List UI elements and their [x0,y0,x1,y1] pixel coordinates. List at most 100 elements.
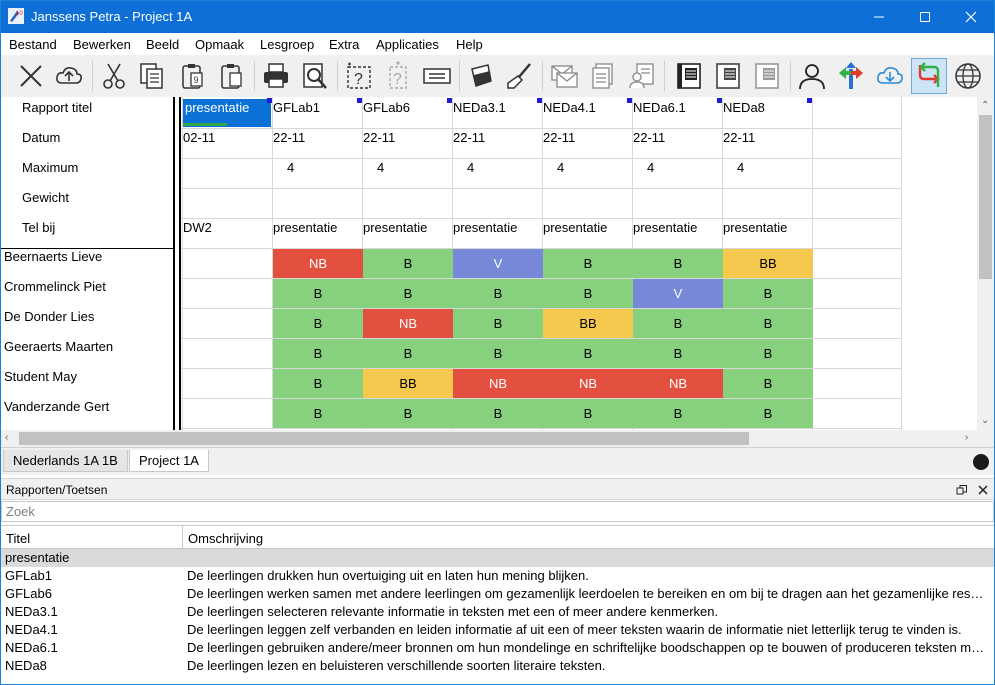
scroll-up-icon[interactable]: ⌃ [981,100,990,111]
upload-button[interactable] [51,58,87,94]
vertical-scrollbar[interactable]: ⌃ ⌄ [977,97,994,430]
cell-date[interactable]: 22-11 [723,130,756,145]
grade-cell[interactable]: B [543,279,633,308]
cell-weight[interactable] [273,189,361,219]
grade-cell[interactable]: NB [363,309,453,338]
scroll-down-icon[interactable]: ⌄ [981,415,990,426]
grade-cell[interactable]: V [453,249,543,278]
grade-cell[interactable]: B [633,399,723,428]
grade-cell[interactable]: B [273,339,363,368]
cell-title[interactable]: GFLab1 [273,100,320,115]
grade-cell[interactable]: B [363,399,453,428]
cell-weight[interactable] [543,189,631,219]
cell-title[interactable]: NEDa4.1 [543,100,596,115]
list-item[interactable]: NEDa8 De leerlingen lezen en beluisteren … [1,657,994,675]
student-name[interactable]: Beernaerts Lieve [4,249,103,264]
student-name[interactable]: De Donder Lies [4,309,95,324]
grade-cell[interactable]: B [723,399,813,428]
cell-title[interactable]: GFLab6 [363,100,410,115]
menu-bewerken[interactable]: Bewerken [73,37,131,52]
grade-cell[interactable]: V [633,279,723,308]
paste-special-button[interactable]: 9 [175,58,211,94]
menu-opmaak[interactable]: Opmaak [195,37,245,52]
restore-panel-icon[interactable] [956,484,968,496]
cell-weight[interactable] [183,189,271,219]
student-name[interactable]: Vanderzande Gert [4,399,110,414]
cell-weight[interactable] [723,189,811,219]
list-item[interactable]: GFLab6 De leerlingen werken samen met and… [1,585,994,603]
grade-cell[interactable]: B [273,369,363,398]
grade-cell[interactable]: B [723,309,813,338]
grade-cell[interactable]: B [723,339,813,368]
cell-date[interactable]: 22-11 [273,130,306,145]
print-preview-button[interactable] [297,58,333,94]
print-button[interactable] [258,58,294,94]
close-document-button[interactable] [13,58,49,94]
list-item[interactable]: presentatie [1,549,994,567]
cell-max[interactable]: 4 [377,160,385,175]
search-input[interactable] [1,501,994,522]
student-name[interactable]: Geeraerts Maarten [4,339,114,354]
list-item[interactable]: GFLab1 De leerlingen drukken hun overtuig… [1,567,994,585]
user-button[interactable] [794,58,830,94]
question-disabled-button[interactable]: ? [380,58,416,94]
grade-cell[interactable]: B [633,309,723,338]
cell-date[interactable]: 22-11 [633,130,666,145]
list-item[interactable]: NEDa3.1 De leerlingen selecteren relevant… [1,603,994,621]
maximize-button[interactable] [902,1,948,33]
grade-cell[interactable]: B [723,369,813,398]
menu-beeld[interactable]: Beeld [146,37,180,52]
grade-cell[interactable]: B [453,309,543,338]
cell-date[interactable]: 22-11 [453,130,486,145]
grade-cell[interactable]: B [363,279,453,308]
close-panel-icon[interactable] [977,484,989,496]
book-medium-button[interactable] [710,58,746,94]
text-field-button[interactable] [419,58,455,94]
list-item[interactable]: NEDa6.1 De leerlingen gebruiken andere/me… [1,639,994,657]
horizontal-scroll-thumb[interactable] [19,432,749,445]
question-button[interactable]: ? [341,58,377,94]
cell-title[interactable]: NEDa6.1 [633,100,686,115]
tab-project-1a[interactable]: Project 1A [129,450,209,472]
grade-cell[interactable]: BB [363,369,453,398]
globe-button[interactable] [950,58,986,94]
minimize-button[interactable] [856,1,902,33]
cell-max[interactable]: 4 [737,160,745,175]
cell-max[interactable]: 4 [287,160,295,175]
grade-cell[interactable]: B [273,279,363,308]
student-name[interactable]: Student May [4,369,77,384]
cell-max[interactable]: 4 [467,160,475,175]
cell-max[interactable]: 4 [557,160,565,175]
grade-cell[interactable]: B [633,249,723,278]
grade-cell[interactable]: NB [453,369,543,398]
cell-title[interactable]: presentatie [183,99,271,127]
fill-button[interactable] [463,58,499,94]
cell-telbij[interactable]: presentatie [633,220,698,235]
scroll-right-icon[interactable]: › [965,432,969,443]
grade-cell[interactable]: NB [273,249,363,278]
menu-applicaties[interactable]: Applicaties [376,37,439,52]
menu-bestand[interactable]: Bestand [9,37,57,52]
column-header-description[interactable]: Omschrijving [188,531,264,546]
directions-button[interactable] [833,58,869,94]
list-item[interactable]: NEDa4.1 De leerlingen leggen zelf verband… [1,621,994,639]
cell-title[interactable]: NEDa3.1 [453,100,506,115]
grade-cell[interactable]: B [273,309,363,338]
horizontal-scrollbar[interactable]: ‹ › [1,430,977,447]
cell-telbij[interactable]: presentatie [273,220,338,235]
book-dark-button[interactable] [671,58,707,94]
cell-max[interactable] [183,159,271,189]
grade-cell[interactable]: B [633,339,723,368]
column-header-title[interactable]: Titel [6,531,31,546]
cell-date[interactable]: 22-11 [363,130,396,145]
grade-cell[interactable]: B [453,339,543,368]
cell-date[interactable]: 22-11 [543,130,576,145]
tab-nederlands-1a-1b[interactable]: Nederlands 1A 1B [3,450,128,472]
book-light-button[interactable] [749,58,785,94]
cell-weight[interactable] [453,189,541,219]
grade-cell[interactable]: B [543,249,633,278]
menu-lesgroep[interactable]: Lesgroep [260,37,315,52]
grade-cell[interactable]: B [543,399,633,428]
cell-telbij[interactable]: presentatie [453,220,518,235]
cell-max[interactable]: 4 [647,160,655,175]
